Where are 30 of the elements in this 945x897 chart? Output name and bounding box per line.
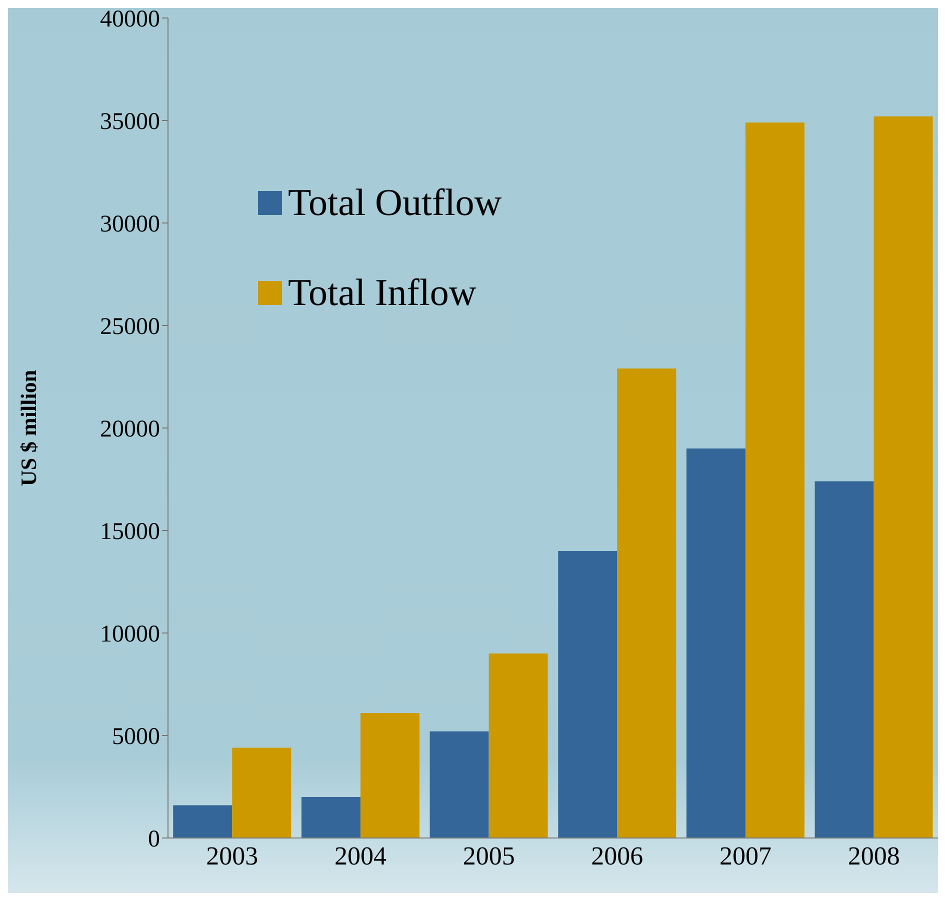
- x-tick-label: 2006: [591, 841, 644, 870]
- bar: [686, 448, 746, 838]
- y-tick-label: 15000: [100, 519, 160, 546]
- bar: [232, 748, 292, 838]
- y-tick-label: 25000: [100, 314, 160, 340]
- y-tick-label: 30000: [100, 212, 160, 238]
- x-tick-label: 2003: [206, 841, 258, 870]
- bar: [874, 116, 933, 838]
- bar: [558, 551, 618, 838]
- bar: [814, 481, 874, 838]
- y-tick-label: 10000: [100, 622, 160, 648]
- bar: [745, 122, 804, 838]
- x-tick-label: 2008: [848, 841, 900, 870]
- x-tick-label: 2005: [462, 841, 515, 870]
- bar: [488, 654, 548, 838]
- y-tick-label: 35000: [100, 109, 160, 136]
- bar: [360, 712, 420, 838]
- bar: [617, 368, 676, 838]
- legend-label: Total Outflow: [288, 181, 502, 225]
- bar: [301, 797, 360, 838]
- y-tick-label: 20000: [100, 416, 160, 443]
- bar: [430, 731, 489, 838]
- legend-label: Total Inflow: [288, 271, 476, 315]
- y-tick-label: 40000: [100, 6, 160, 33]
- x-tick-label: 2004: [334, 841, 386, 870]
- y-tick-label: 0: [148, 826, 160, 853]
- x-tick-label: 2007: [720, 841, 772, 870]
- bar: [173, 805, 232, 838]
- y-axis-title: US $ million: [16, 370, 41, 486]
- y-tick-label: 5000: [112, 724, 160, 750]
